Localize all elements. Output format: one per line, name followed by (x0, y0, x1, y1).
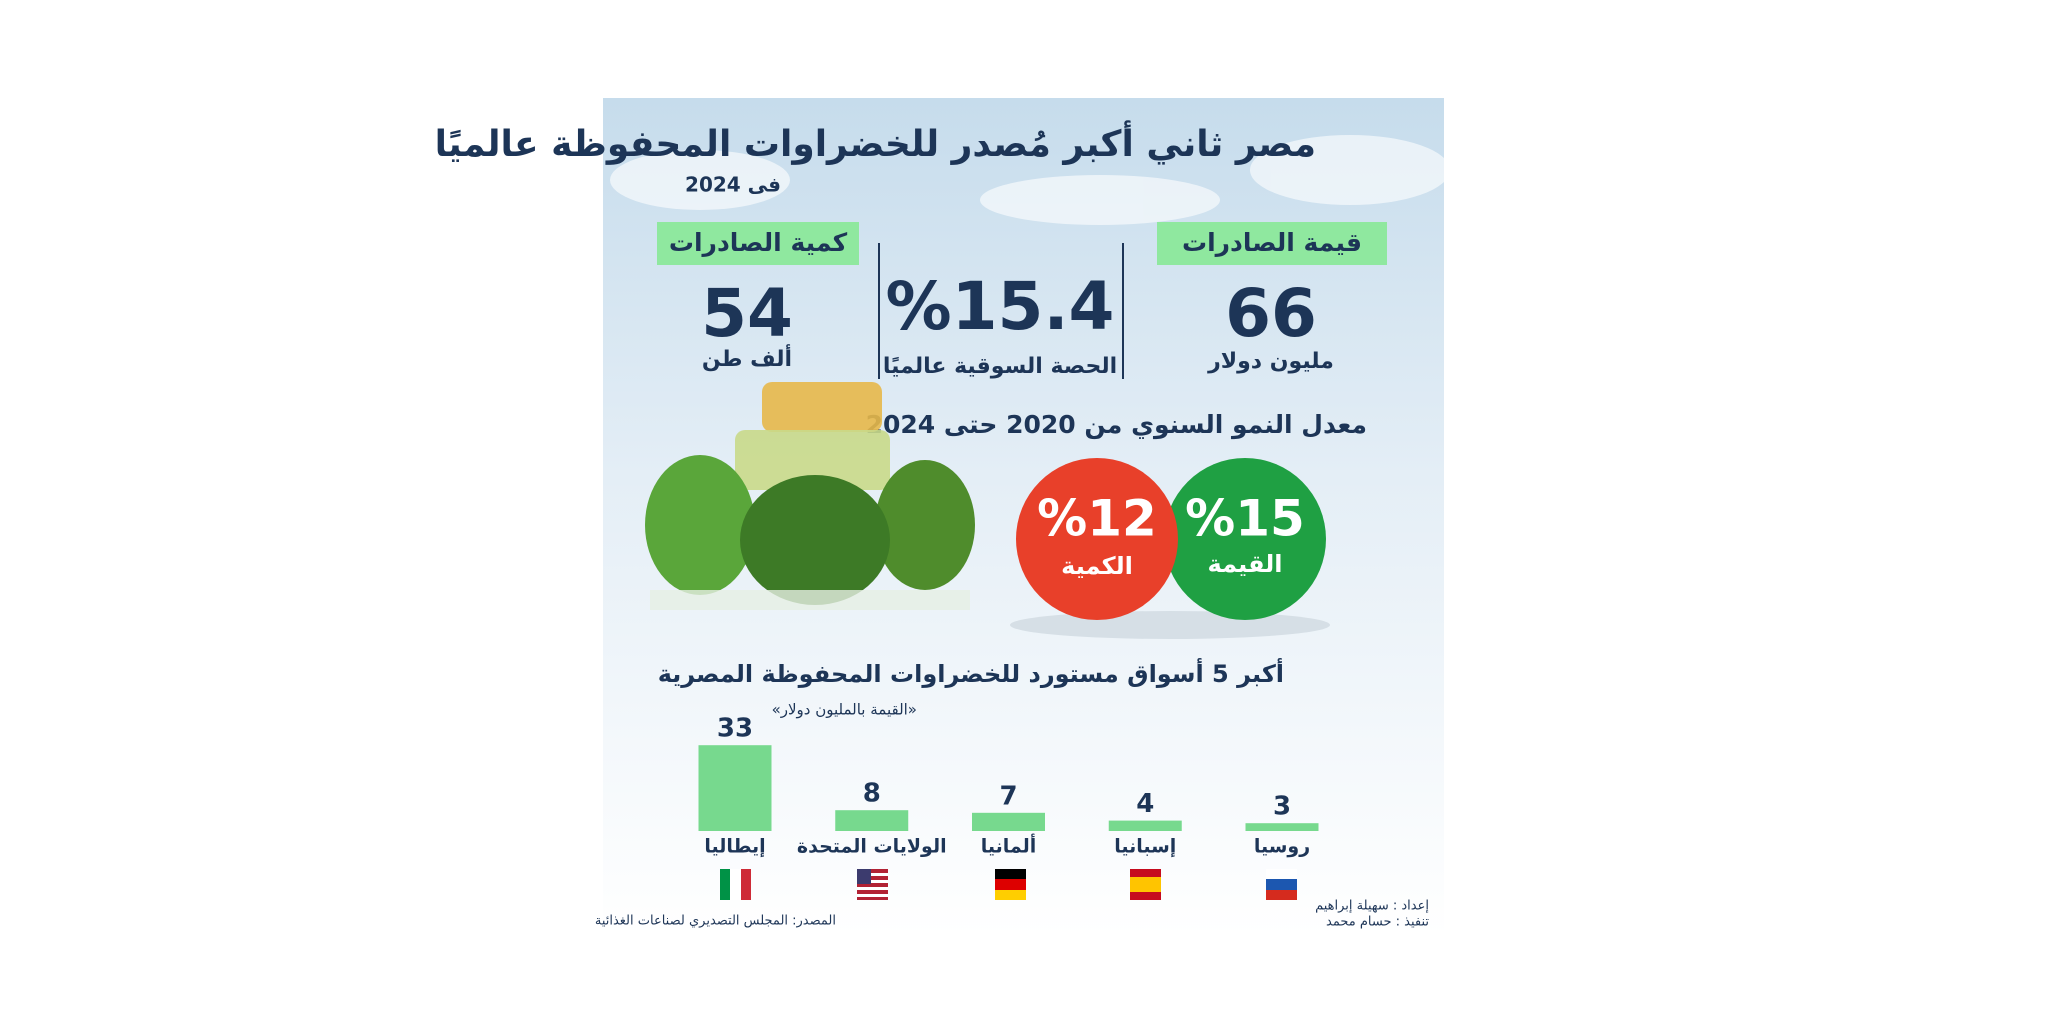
bar (1245, 823, 1319, 831)
source: المصدر: المجلس التصديري لصناعات الغذائية (595, 914, 836, 929)
value-label: 33 (717, 714, 753, 744)
shadow (1010, 611, 1330, 639)
bar (835, 810, 909, 831)
bar (972, 812, 1045, 831)
credit: إعداد : سهيلة إبراهيم (1315, 899, 1429, 914)
chart-subtitle: «القيمة بالمليون دولار» (772, 701, 917, 719)
stat-unit: مليون دولار (1207, 349, 1334, 374)
category-label: الولايات المتحدة (797, 836, 947, 858)
bar (698, 745, 772, 831)
category-label: ألمانيا (981, 834, 1037, 858)
value-label: 7 (999, 781, 1017, 811)
growth-circle (1016, 458, 1178, 620)
growth-label: الكمية (1061, 552, 1133, 580)
credit: تنفيذ : حسام محمد (1326, 915, 1429, 930)
stat-label: قيمة الصادرات (1182, 228, 1362, 257)
growth-title: معدل النمو السنوي من 2020 حتى 2024 (866, 410, 1367, 440)
growth-label: القيمة (1208, 550, 1283, 578)
growth-value: %12 (1037, 490, 1157, 548)
stat-label: كمية الصادرات (669, 228, 848, 257)
clouds (610, 135, 1450, 225)
category-label: إيطاليا (704, 836, 765, 858)
label-box (1157, 222, 1387, 265)
value-label: 3 (1273, 792, 1291, 822)
subtitle: فى 2024 (685, 173, 781, 197)
category-label: إسبانيا (1114, 836, 1176, 858)
stat-unit: الحصة السوقية عالميًا (883, 354, 1117, 379)
stat-unit: ألف طن (702, 343, 792, 372)
vegetables-image (645, 382, 975, 610)
flags (720, 869, 1297, 900)
label-box (657, 222, 859, 265)
title: مصر ثاني أكبر مُصدر للخضراوات المحفوظة ع… (435, 120, 1316, 165)
bar (1108, 820, 1182, 831)
chart-title: أكبر 5 أسواق مستورد للخضراوات المحفوظة ا… (658, 658, 1284, 688)
stat-value: 66 (1225, 275, 1317, 352)
category-label: روسيا (1254, 836, 1310, 858)
stat-value: 54 (701, 275, 793, 352)
value-label: 8 (863, 779, 881, 809)
stat-value: %15.4 (886, 268, 1115, 345)
value-label: 4 (1136, 789, 1154, 819)
growth-circle (1164, 458, 1326, 620)
growth-value: %15 (1185, 490, 1305, 548)
